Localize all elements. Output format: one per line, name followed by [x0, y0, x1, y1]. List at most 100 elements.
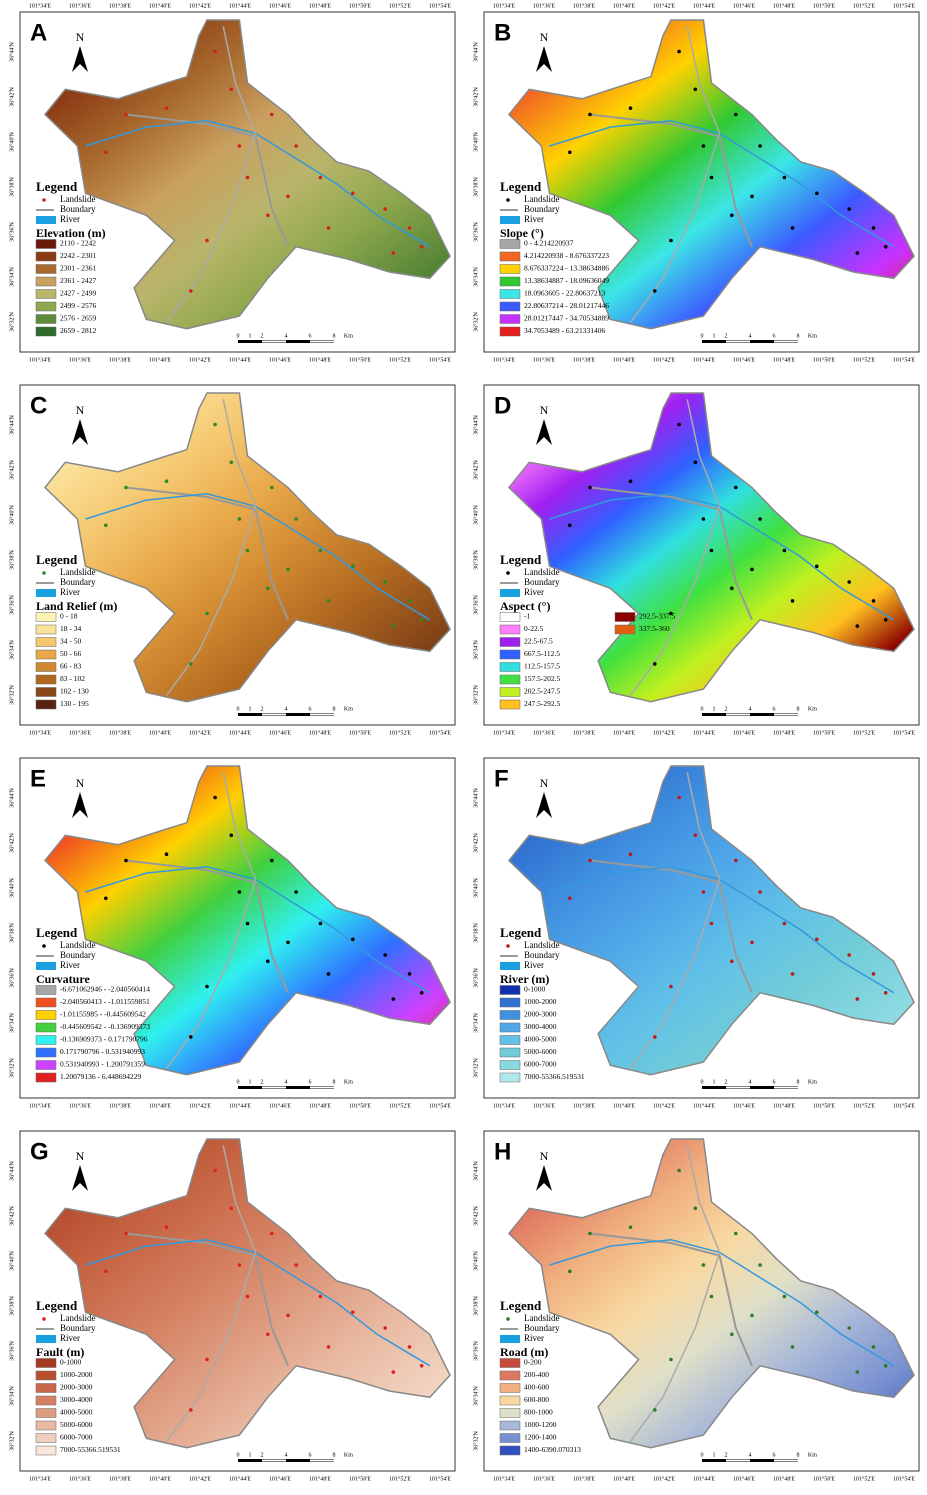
legend-swatch	[500, 613, 520, 622]
legend-swatch	[36, 277, 56, 286]
landslide-point	[246, 922, 250, 926]
legend-item: River	[60, 214, 80, 224]
y-coord-label: 36°40'N	[472, 131, 479, 151]
scale-bar-gap	[262, 714, 286, 716]
landslide-point	[392, 624, 396, 628]
landslide-point	[104, 897, 108, 901]
legend-swatch	[500, 1396, 520, 1405]
scale-label: 8	[797, 706, 800, 712]
legend-swatch	[500, 986, 520, 995]
legend-swatch	[36, 688, 56, 697]
scale-label: 0	[237, 1079, 240, 1085]
x-coord-label: 101°50'E	[349, 729, 371, 736]
landslide-point	[629, 1225, 633, 1229]
legend-swatch	[36, 1421, 56, 1430]
legend-river	[500, 589, 520, 597]
landslide-point	[286, 195, 290, 199]
legend-swatch	[36, 613, 56, 622]
landslide-point	[758, 1263, 762, 1267]
legend-swatch	[500, 1409, 520, 1418]
legend-landslide	[506, 944, 510, 948]
landslide-point	[189, 662, 193, 666]
y-coord-label: 36°32'N	[472, 1057, 479, 1077]
legend-title: Legend	[500, 1298, 542, 1313]
landslide-point	[847, 580, 851, 584]
scale-label: 6	[773, 1079, 776, 1085]
landslide-point	[189, 1408, 193, 1412]
legend-swatch	[36, 675, 56, 684]
y-coord-label: 36°42'N	[8, 832, 15, 852]
x-coord-label: 101°38'E	[573, 729, 595, 736]
legend-swatch	[500, 277, 520, 286]
landslide-point	[266, 1333, 270, 1337]
x-coord-label: 101°50'E	[349, 1102, 371, 1109]
legend-swatch	[500, 1061, 520, 1070]
y-coord-label: 36°44'N	[8, 787, 15, 807]
landslide-point	[420, 245, 424, 249]
legend-swatch	[615, 625, 635, 634]
legend-class: 5000-6000	[60, 1420, 93, 1429]
legend-class: 157.5-202.5	[524, 674, 560, 683]
legend-item: River	[524, 587, 544, 597]
legend-item: Boundary	[60, 1323, 96, 1333]
scale-label: 2	[725, 1079, 728, 1085]
landslide-point	[815, 938, 819, 942]
panel: DNLegendLandslideBoundaryRiverAspect (°)…	[472, 385, 919, 736]
x-coord-label: 101°38'E	[109, 1475, 131, 1482]
landslide-point	[383, 1326, 387, 1330]
scale-label: 2	[261, 706, 264, 712]
landslide-point	[351, 192, 355, 196]
legend-swatch	[500, 1446, 520, 1455]
y-coord-label: 36°42'N	[8, 1205, 15, 1225]
landslide-point	[884, 991, 888, 995]
panel-letter: C	[30, 392, 47, 419]
x-coord-label: 101°52'E	[853, 1475, 875, 1482]
x-coord-label: 101°40'E	[613, 1102, 635, 1109]
landslide-point	[327, 599, 331, 603]
north-label: N	[540, 1149, 549, 1163]
landslide-point	[872, 972, 876, 976]
legend-class: 34.7053489 - 63.21331406	[524, 326, 605, 335]
y-coord-label: 36°44'N	[472, 414, 479, 434]
landslide-point	[319, 1295, 323, 1299]
x-coord-label: 101°54'E	[429, 729, 451, 736]
landslide-point	[734, 1232, 738, 1236]
x-coord-label: 101°52'E	[389, 356, 411, 363]
x-coord-label: 101°48'E	[309, 729, 331, 736]
layer-title: River (m)	[500, 972, 549, 986]
x-coord-label: 101°48'E	[309, 1475, 331, 1482]
landslide-point	[124, 486, 128, 490]
north-label: N	[76, 30, 85, 44]
scale-label: 4	[285, 706, 288, 712]
landslide-point	[694, 1207, 698, 1211]
x-coord-label: 101°42'E	[189, 356, 211, 363]
legend-class: 2659 - 2812	[60, 326, 96, 335]
x-coord-label: 101°46'E	[269, 356, 291, 363]
landslide-point	[750, 568, 754, 572]
legend-river	[500, 962, 520, 970]
x-coord-label: 101°50'E	[813, 2, 835, 9]
landslide-point	[783, 549, 787, 553]
legend-landslide	[506, 198, 510, 202]
legend-swatch	[500, 650, 520, 659]
x-coord-label: 101°40'E	[613, 2, 635, 9]
x-coord-label: 101°44'E	[229, 729, 251, 736]
legend-class: 292.5-337.5	[639, 612, 675, 621]
panel: ANLegendLandslideBoundaryRiverElevation …	[8, 2, 455, 363]
x-coord-label: 101°46'E	[733, 729, 755, 736]
legend-swatch	[36, 315, 56, 324]
landslide-point	[165, 1225, 169, 1229]
landslide-point	[246, 1295, 250, 1299]
legend-class: 22.80637214 - 28.01217446	[524, 301, 609, 310]
legend-title: Legend	[500, 552, 542, 567]
y-coord-label: 36°44'N	[472, 41, 479, 61]
x-coord-label: 101°46'E	[733, 1475, 755, 1482]
landslide-point	[104, 1270, 108, 1274]
y-coord-label: 36°38'N	[472, 549, 479, 569]
legend-class: 1.20079136 - 6.448694229	[60, 1072, 141, 1081]
layer-title: Road (m)	[500, 1345, 548, 1359]
legend-swatch	[500, 252, 520, 261]
scale-label: 8	[333, 1452, 336, 1458]
legend-swatch	[36, 290, 56, 299]
x-coord-label: 101°50'E	[349, 356, 371, 363]
